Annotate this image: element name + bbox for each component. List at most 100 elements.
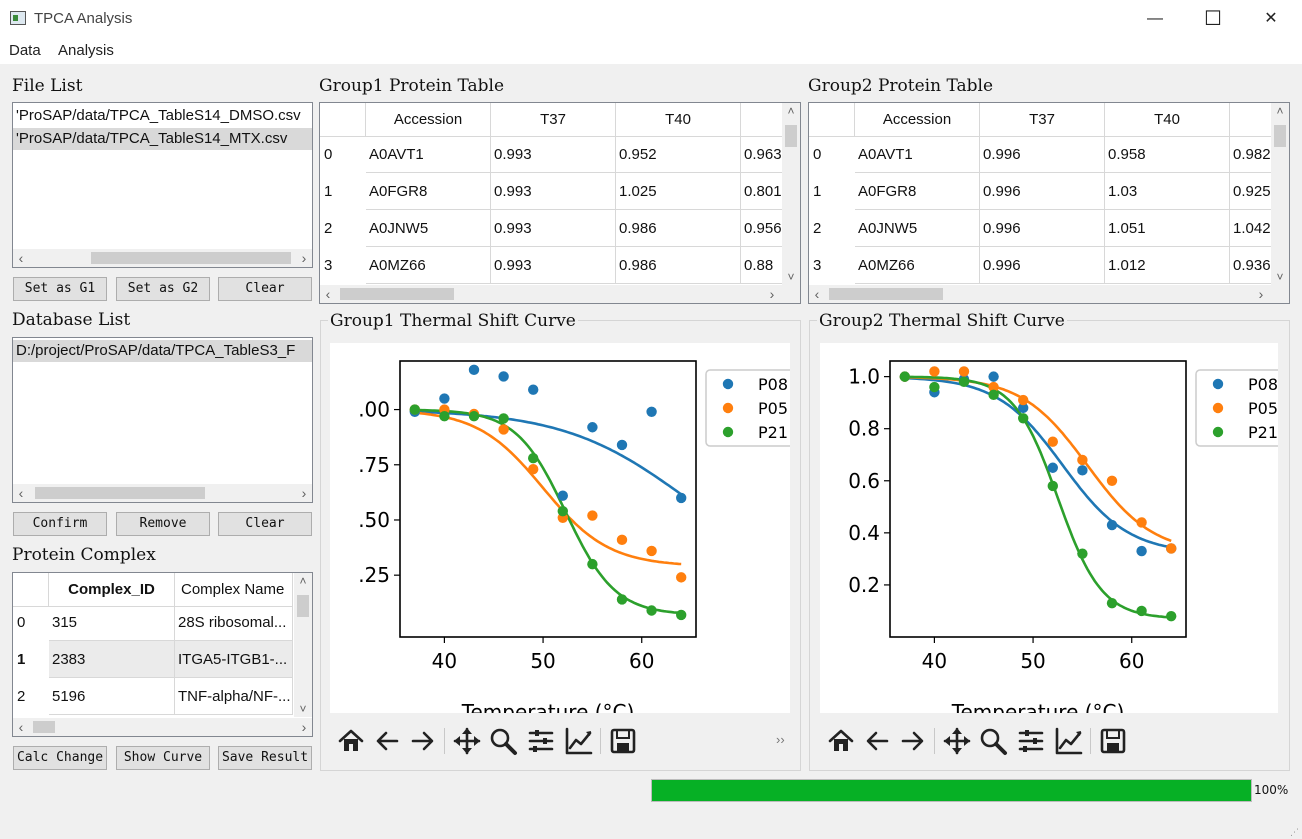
scroll-down-icon[interactable]: ˅ — [1276, 270, 1284, 284]
scroll-down-icon[interactable]: ˅ — [299, 702, 307, 716]
file-list[interactable]: 'ProSAP/data/TPCA_TableS14_DMSO.csv 'Pro… — [12, 102, 313, 268]
column-header-t40[interactable]: T40 — [616, 103, 741, 137]
menu-analysis[interactable]: Analysis — [58, 42, 114, 59]
scroll-left-icon[interactable]: ‹ — [18, 250, 24, 266]
table-cell[interactable]: A0AVT1 — [366, 136, 491, 173]
scroll-left-icon[interactable]: ‹ — [814, 286, 820, 302]
home-icon[interactable] — [826, 726, 856, 756]
protein-complex-table[interactable]: Complex_ID Complex Name 0 315 28S riboso… — [12, 572, 313, 737]
file-list-hscrollbar[interactable]: ‹ › — [13, 249, 312, 267]
table-cell[interactable]: 1.03 — [1105, 173, 1230, 210]
database-list-hscrollbar[interactable]: ‹ › — [13, 484, 312, 502]
row-header[interactable]: 2 — [324, 220, 333, 237]
table-cell[interactable]: 0.996 — [980, 247, 1105, 284]
table-cell[interactable]: 0.993 — [491, 136, 616, 173]
complex-hscrollbar[interactable]: ‹ › — [13, 718, 312, 736]
scroll-thumb[interactable] — [297, 595, 309, 617]
scroll-thumb[interactable] — [785, 125, 797, 147]
table-cell[interactable]: 315 — [49, 604, 175, 641]
table-cell[interactable]: 1.042 — [1230, 210, 1272, 247]
scroll-up-icon[interactable]: ˄ — [787, 104, 795, 118]
row-header[interactable]: 0 — [813, 146, 822, 163]
table-cell[interactable]: 0.801 — [741, 173, 783, 210]
save-result-button[interactable]: Save Result — [218, 746, 312, 770]
configure-subplots-icon[interactable] — [526, 726, 556, 756]
column-header-t43[interactable] — [741, 103, 783, 137]
table-cell[interactable]: TNF-alpha/NF-... — [175, 678, 293, 715]
home-icon[interactable] — [336, 726, 366, 756]
group2-vscrollbar[interactable]: ˄ ˅ — [1271, 103, 1289, 285]
table-cell[interactable]: 0.952 — [616, 136, 741, 173]
zoom-icon[interactable] — [978, 726, 1008, 756]
table-cell[interactable]: 2383 — [49, 641, 175, 678]
group2-protein-table[interactable]: Accession T37 T40 0 A0AVT1 0.996 0.958 0… — [808, 102, 1290, 304]
row-header[interactable]: 1 — [813, 183, 822, 200]
edit-axis-icon[interactable] — [1054, 726, 1084, 756]
group2-hscrollbar[interactable]: ‹ › — [809, 285, 1289, 303]
group2-plot-canvas[interactable]: 40 50 60 1.0 0.8 0.6 0.4 0.2 Temperature (°C) P08… — [820, 343, 1278, 713]
scroll-up-icon[interactable]: ˄ — [299, 574, 307, 588]
scroll-thumb[interactable] — [91, 252, 291, 264]
table-cell[interactable]: 0.925 — [1230, 173, 1272, 210]
table-cell[interactable]: 1.025 — [616, 173, 741, 210]
scroll-thumb[interactable] — [340, 288, 454, 300]
clear-database-button[interactable]: Clear — [218, 512, 312, 536]
column-header-t43[interactable] — [1230, 103, 1272, 137]
table-cell[interactable]: A0FGR8 — [855, 173, 980, 210]
scroll-right-icon[interactable]: › — [301, 719, 307, 735]
set-as-g1-button[interactable]: Set as G1 — [13, 277, 107, 301]
row-header[interactable]: 2 — [17, 688, 26, 705]
table-cell[interactable]: 0.956 — [741, 210, 783, 247]
row-header[interactable]: 1 — [17, 651, 26, 668]
table-cell[interactable]: 0.986 — [616, 210, 741, 247]
scroll-right-icon[interactable]: › — [301, 485, 307, 501]
database-list[interactable]: D:/project/ProSAP/data/TPCA_TableS3_F ‹ … — [12, 337, 313, 503]
row-header[interactable]: 0 — [324, 146, 333, 163]
close-button[interactable]: ✕ — [1264, 10, 1278, 27]
scroll-thumb[interactable] — [33, 721, 55, 733]
table-cell[interactable]: 0.88 — [741, 247, 783, 284]
toolbar-overflow-icon[interactable]: ›› — [776, 732, 785, 747]
save-icon[interactable] — [1098, 726, 1128, 756]
scroll-down-icon[interactable]: ˅ — [787, 270, 795, 284]
table-cell[interactable]: 1.051 — [1105, 210, 1230, 247]
table-cell[interactable]: A0JNW5 — [366, 210, 491, 247]
column-header-accession[interactable]: Accession — [366, 103, 491, 137]
table-cell[interactable]: A0FGR8 — [366, 173, 491, 210]
scroll-right-icon[interactable]: › — [301, 250, 307, 266]
table-cell[interactable]: 1.012 — [1105, 247, 1230, 284]
scroll-left-icon[interactable]: ‹ — [325, 286, 331, 302]
table-cell[interactable]: 0.982 — [1230, 136, 1272, 173]
forward-icon[interactable] — [898, 726, 928, 756]
table-cell[interactable]: 0.993 — [491, 173, 616, 210]
table-cell[interactable]: 0.996 — [980, 173, 1105, 210]
table-cell[interactable]: 0.963 — [741, 136, 783, 173]
column-header-t37[interactable]: T37 — [980, 103, 1105, 137]
scroll-right-icon[interactable]: › — [769, 286, 775, 302]
clear-files-button[interactable]: Clear — [218, 277, 312, 301]
calc-change-button[interactable]: Calc Change — [13, 746, 107, 770]
row-header[interactable]: 1 — [324, 183, 333, 200]
column-header-t40[interactable]: T40 — [1105, 103, 1230, 137]
column-header-complex-id[interactable]: Complex_ID — [49, 573, 175, 607]
minimize-button[interactable]: — — [1147, 10, 1163, 27]
back-icon[interactable] — [372, 726, 402, 756]
remove-button[interactable]: Remove — [116, 512, 210, 536]
edit-axis-icon[interactable] — [564, 726, 594, 756]
table-cell[interactable]: 5196 — [49, 678, 175, 715]
column-header-accession[interactable]: Accession — [855, 103, 980, 137]
column-header-complex-name[interactable]: Complex Name — [175, 573, 293, 607]
size-grip-icon[interactable]: ⋰ — [1290, 827, 1299, 837]
table-cell[interactable]: 0.993 — [491, 210, 616, 247]
group1-protein-table[interactable]: Accession T37 T40 0 A0AVT1 0.993 0.952 0… — [319, 102, 801, 304]
table-cell[interactable]: 0.958 — [1105, 136, 1230, 173]
database-list-item[interactable]: D:/project/ProSAP/data/TPCA_TableS3_F — [13, 340, 312, 362]
column-header-t37[interactable]: T37 — [491, 103, 616, 137]
scroll-thumb[interactable] — [1274, 125, 1286, 147]
menu-data[interactable]: Data — [9, 42, 41, 59]
group1-vscrollbar[interactable]: ˄ ˅ — [782, 103, 800, 285]
file-list-item[interactable]: 'ProSAP/data/TPCA_TableS14_DMSO.csv — [16, 107, 301, 124]
pan-icon[interactable] — [452, 726, 482, 756]
save-icon[interactable] — [608, 726, 638, 756]
row-header[interactable]: 2 — [813, 220, 822, 237]
